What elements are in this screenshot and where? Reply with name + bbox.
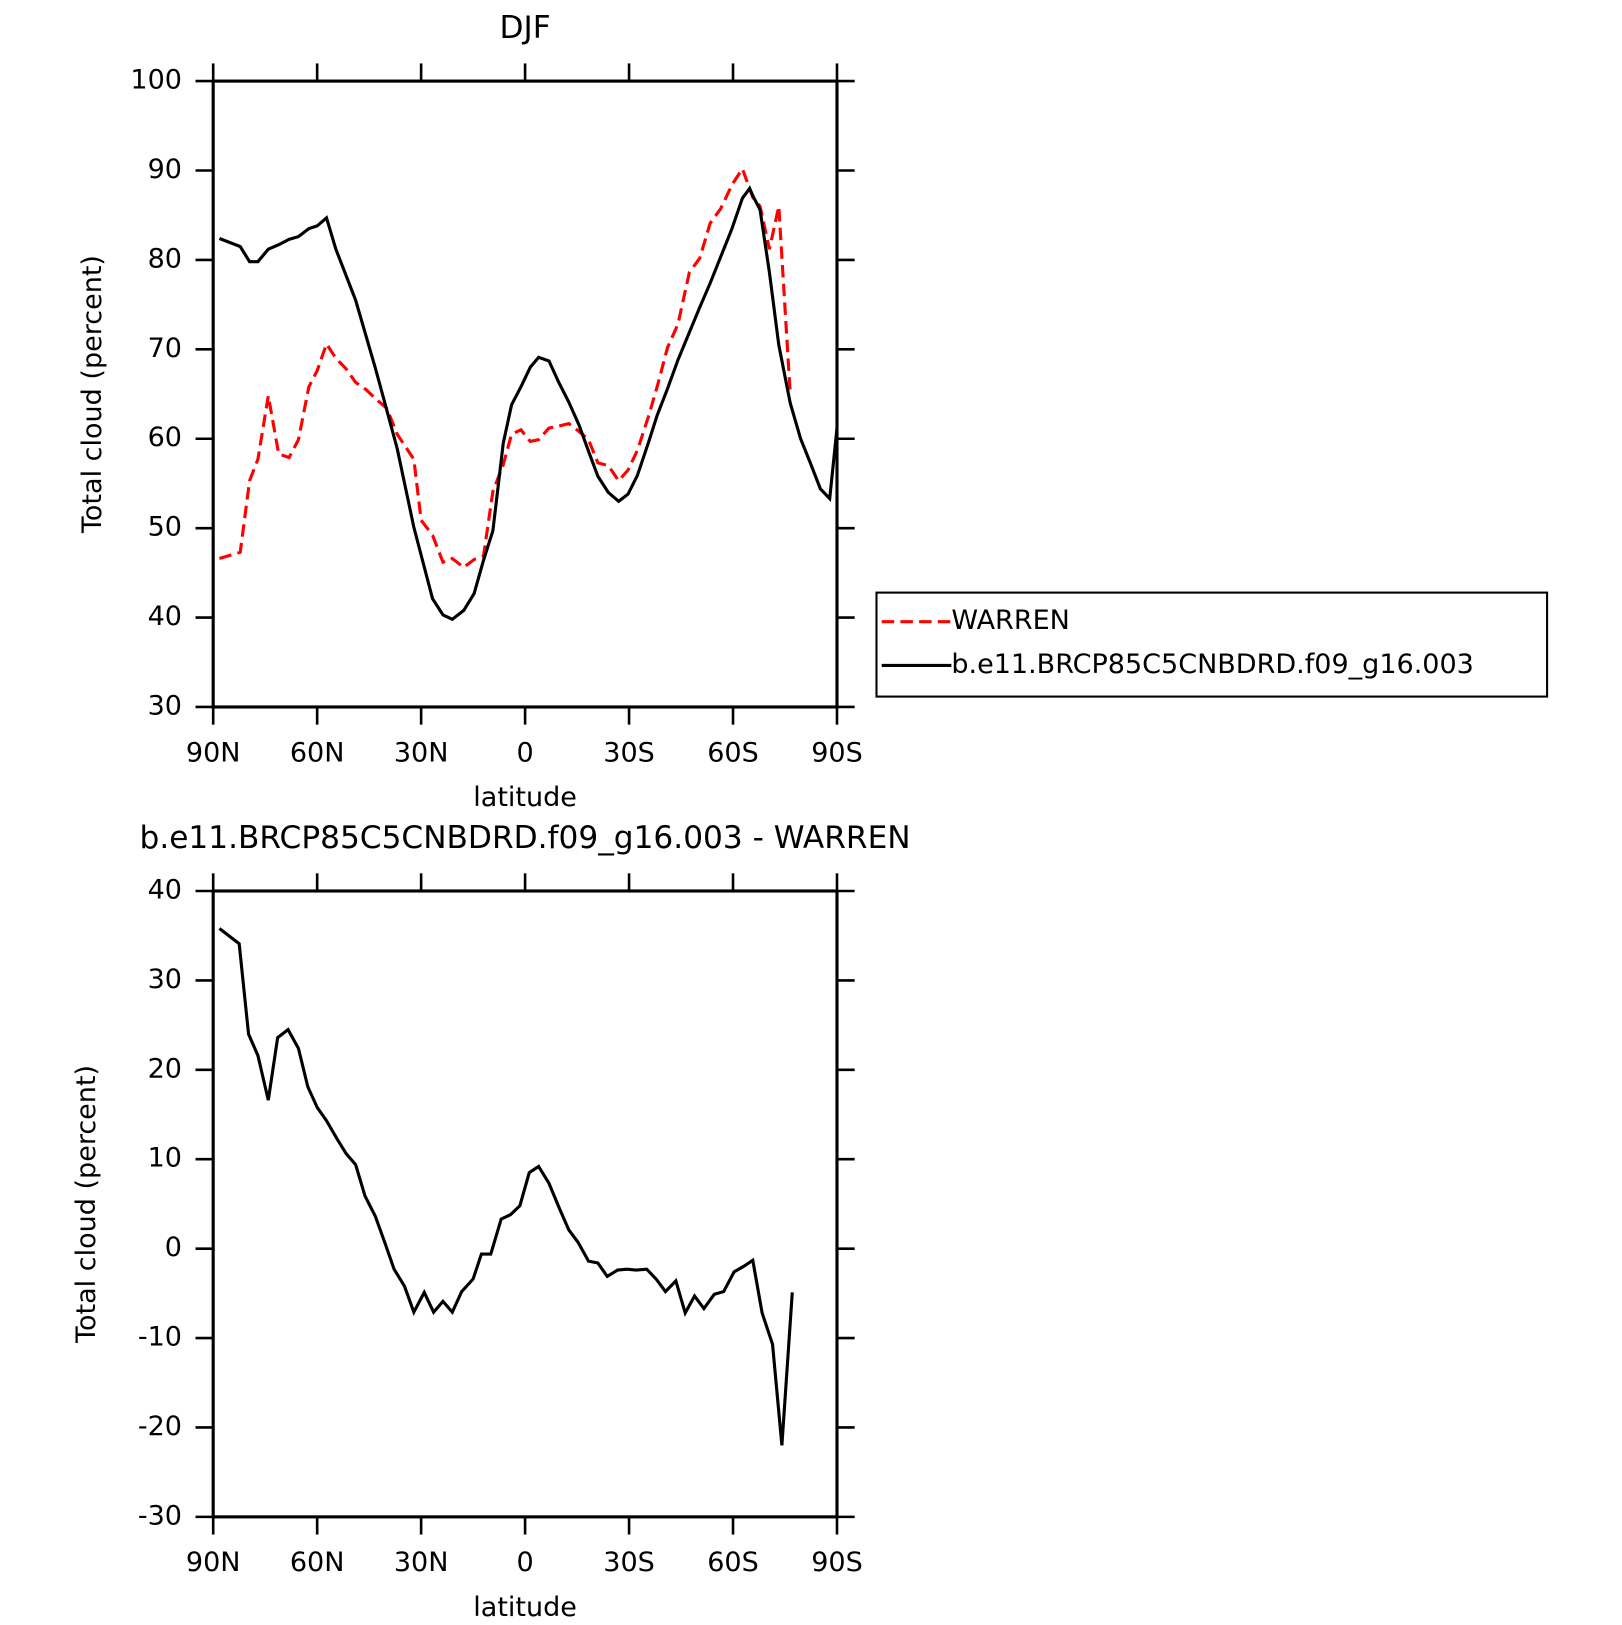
x-tick-label: 30N [394, 737, 449, 768]
x-tick-label: 0 [516, 1547, 533, 1578]
x-axis-label: latitude [473, 1592, 577, 1623]
data-line [218, 185, 839, 622]
x-tick-label: 60N [290, 1547, 345, 1578]
legend-label: b.e11.BRCP85C5CNBDRD.f09_g16.003 [951, 649, 1474, 680]
y-tick-label: 80 [148, 243, 182, 274]
y-tick-label: 30 [148, 964, 182, 995]
y-tick-label: 40 [148, 874, 182, 905]
x-axis-label: latitude [473, 782, 577, 813]
y-tick-label: 70 [148, 333, 182, 364]
chart-title: b.e11.BRCP85C5CNBDRD.f09_g16.003 - WARRE… [140, 820, 911, 856]
plot-frame [211, 79, 839, 709]
x-tick-label: 30S [603, 1547, 655, 1578]
y-tick-label: -20 [138, 1411, 182, 1442]
data-line [218, 927, 794, 1446]
x-tick-label: 90S [811, 1547, 863, 1578]
y-axis-label: Total cloud (percent) [71, 1065, 102, 1344]
x-tick-label: 90N [186, 737, 241, 768]
x-tick-label: 0 [516, 737, 533, 768]
y-tick-label: 30 [148, 690, 182, 721]
y-tick-label: 40 [148, 601, 182, 632]
x-tick-label: 90S [811, 737, 863, 768]
x-tick-label: 60S [707, 737, 759, 768]
y-tick-label: 0 [165, 1232, 182, 1263]
y-tick-label: 100 [130, 65, 182, 96]
legend-box [875, 591, 1549, 698]
y-tick-label: -10 [138, 1322, 182, 1353]
data-line [218, 165, 792, 570]
x-tick-label: 30N [394, 1547, 449, 1578]
y-axis-label: Total cloud (percent) [77, 255, 108, 534]
legend-label: WARREN [951, 605, 1070, 636]
y-tick-label: 50 [148, 512, 182, 543]
y-tick-label: 20 [148, 1053, 182, 1084]
y-tick-label: 90 [148, 154, 182, 185]
y-tick-label: 60 [148, 422, 182, 453]
y-tick-label: 10 [148, 1143, 182, 1174]
y-tick-label: -30 [138, 1500, 182, 1531]
x-tick-label: 30S [603, 737, 655, 768]
chart-title: DJF [500, 10, 551, 46]
x-tick-label: 60N [290, 737, 345, 768]
x-tick-label: 60S [707, 1547, 759, 1578]
x-tick-label: 90N [186, 1547, 241, 1578]
plot-frame [211, 889, 839, 1519]
